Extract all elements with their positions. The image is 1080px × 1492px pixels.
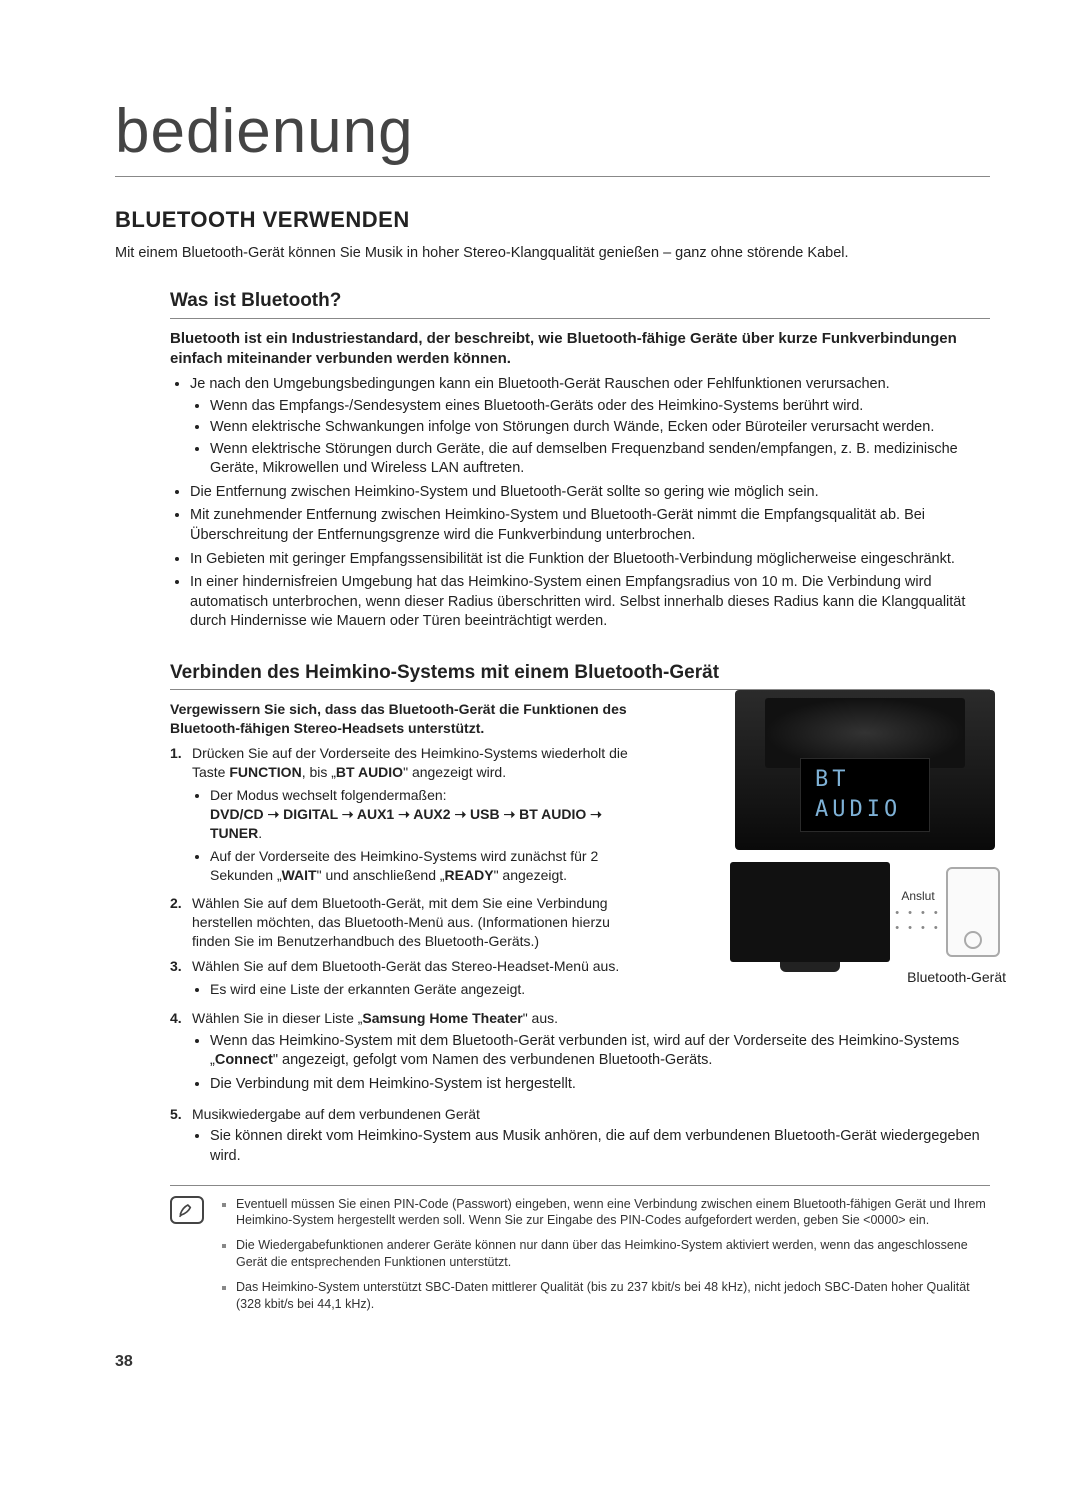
modes: DVD/CD ➝ DIGITAL ➝ AUX1 ➝ AUX2 ➝ USB ➝ B…: [210, 806, 602, 841]
t: " angezeigt, gefolgt vom Namen des verbu…: [273, 1052, 713, 1068]
kw: Connect: [215, 1052, 273, 1068]
step-number: 1.: [170, 744, 192, 888]
step-text: Musikwiedergabe auf dem verbundenen Gerä…: [192, 1105, 990, 1171]
step-text: Drücken Sie auf der Vorderseite des Heim…: [192, 744, 650, 888]
t: Wählen Sie in dieser Liste „: [192, 1010, 362, 1026]
what-body: Bluetooth ist ein Industriestandard, der…: [170, 329, 990, 632]
kw: FUNCTION: [229, 764, 301, 780]
subheading-what: Was ist Bluetooth?: [170, 288, 990, 319]
t: .: [258, 825, 262, 841]
note-item: Die Wiedergabefunktionen anderer Geräte …: [236, 1237, 990, 1271]
tv-icon: [730, 862, 890, 962]
step-text: Wählen Sie auf dem Bluetooth-Gerät, mit …: [192, 894, 650, 951]
t: Wählen Sie auf dem Bluetooth-Gerät das S…: [192, 958, 619, 974]
what-bullet: In Gebieten mit geringer Empfangssensibi…: [190, 550, 990, 570]
figure-display: BT AUDIO: [735, 690, 995, 850]
kw: READY: [445, 867, 494, 883]
display-text: BT AUDIO: [800, 758, 930, 831]
bullet-text: Je nach den Umgebungsbedingungen kann ei…: [190, 376, 890, 392]
step-sub: Auf der Vorderseite des Heimkino-Systems…: [210, 847, 650, 885]
what-bullet: Die Entfernung zwischen Heimkino-System …: [190, 483, 990, 503]
step-text: Wählen Sie auf dem Bluetooth-Gerät das S…: [192, 957, 650, 1003]
what-subbullet: Wenn das Empfangs-/Sendesystem eines Blu…: [210, 397, 990, 417]
steps-list: 1. Drücken Sie auf der Vorderseite des H…: [170, 744, 650, 1003]
t: Der Modus wechselt folgendermaßen:: [210, 787, 447, 803]
step-number: 3.: [170, 957, 192, 1003]
step-number: 5.: [170, 1105, 192, 1171]
step-sub: Die Verbindung mit dem Heimkino-System i…: [210, 1075, 990, 1095]
kw: Samsung Home Theater: [362, 1010, 522, 1026]
t: " angezeigt.: [494, 867, 567, 883]
what-subbullet: Wenn elektrische Störungen durch Geräte,…: [210, 440, 990, 479]
t: " aus.: [523, 1010, 558, 1026]
step-sub: Wenn das Heimkino-System mit dem Bluetoo…: [210, 1032, 990, 1071]
kw: WAIT: [282, 867, 317, 883]
kw: BT AUDIO: [336, 764, 403, 780]
t: " und anschließend „: [317, 867, 445, 883]
dots-icon: • • • • • • • •: [890, 906, 946, 936]
section-intro: Mit einem Bluetooth-Gerät können Sie Mus…: [115, 244, 990, 264]
subheading-connect: Verbinden des Heimkino-Systems mit einem…: [170, 660, 990, 691]
page-title: bedienung: [115, 90, 990, 177]
figure-connection: Anslut • • • • • • • •: [730, 862, 1000, 962]
note-item: Eventuell müssen Sie einen PIN-Code (Pas…: [236, 1196, 990, 1230]
step-sub: Es wird eine Liste der erkannten Geräte …: [210, 980, 650, 999]
what-lead: Bluetooth ist ein Industriestandard, der…: [170, 329, 990, 370]
t: " angezeigt wird.: [403, 764, 506, 780]
section-heading: BLUETOOTH VERWENDEN: [115, 205, 990, 235]
t: , bis „: [302, 764, 336, 780]
step-number: 2.: [170, 894, 192, 951]
step-sub: Der Modus wechselt folgendermaßen: DVD/C…: [210, 786, 650, 843]
notes-block: Eventuell müssen Sie einen PIN-Code (Pas…: [170, 1185, 990, 1321]
conn-text: Anslut: [901, 889, 934, 903]
step-number: 4.: [170, 1009, 192, 1099]
what-bullet: In einer hindernisfreien Umgebung hat da…: [190, 573, 990, 632]
step-sub: Sie können direkt vom Heimkino-System au…: [210, 1127, 990, 1166]
connect-prereq: Vergewissern Sie sich, dass das Bluetoot…: [170, 700, 650, 738]
figures: BT AUDIO Anslut • • • • • • • • Bluetoot…: [720, 690, 1010, 987]
note-item: Das Heimkino-System unterstützt SBC-Date…: [236, 1279, 990, 1313]
device-icon: [946, 867, 1000, 957]
t: Musikwiedergabe auf dem verbundenen Gerä…: [192, 1106, 480, 1122]
connect-section: Verbinden des Heimkino-Systems mit einem…: [170, 660, 990, 1171]
what-subbullet: Wenn elektrische Schwankungen infolge vo…: [210, 418, 990, 438]
device-caption: Bluetooth-Gerät: [720, 968, 1010, 987]
what-bullet: Je nach den Umgebungsbedingungen kann ei…: [190, 375, 990, 479]
what-bullet: Mit zunehmender Entfernung zwischen Heim…: [190, 506, 990, 545]
step-text: Wählen Sie in dieser Liste „Samsung Home…: [192, 1009, 990, 1099]
page-number: 38: [115, 1351, 990, 1373]
connection-label: Anslut • • • • • • • •: [890, 888, 946, 936]
note-icon: [170, 1196, 204, 1224]
